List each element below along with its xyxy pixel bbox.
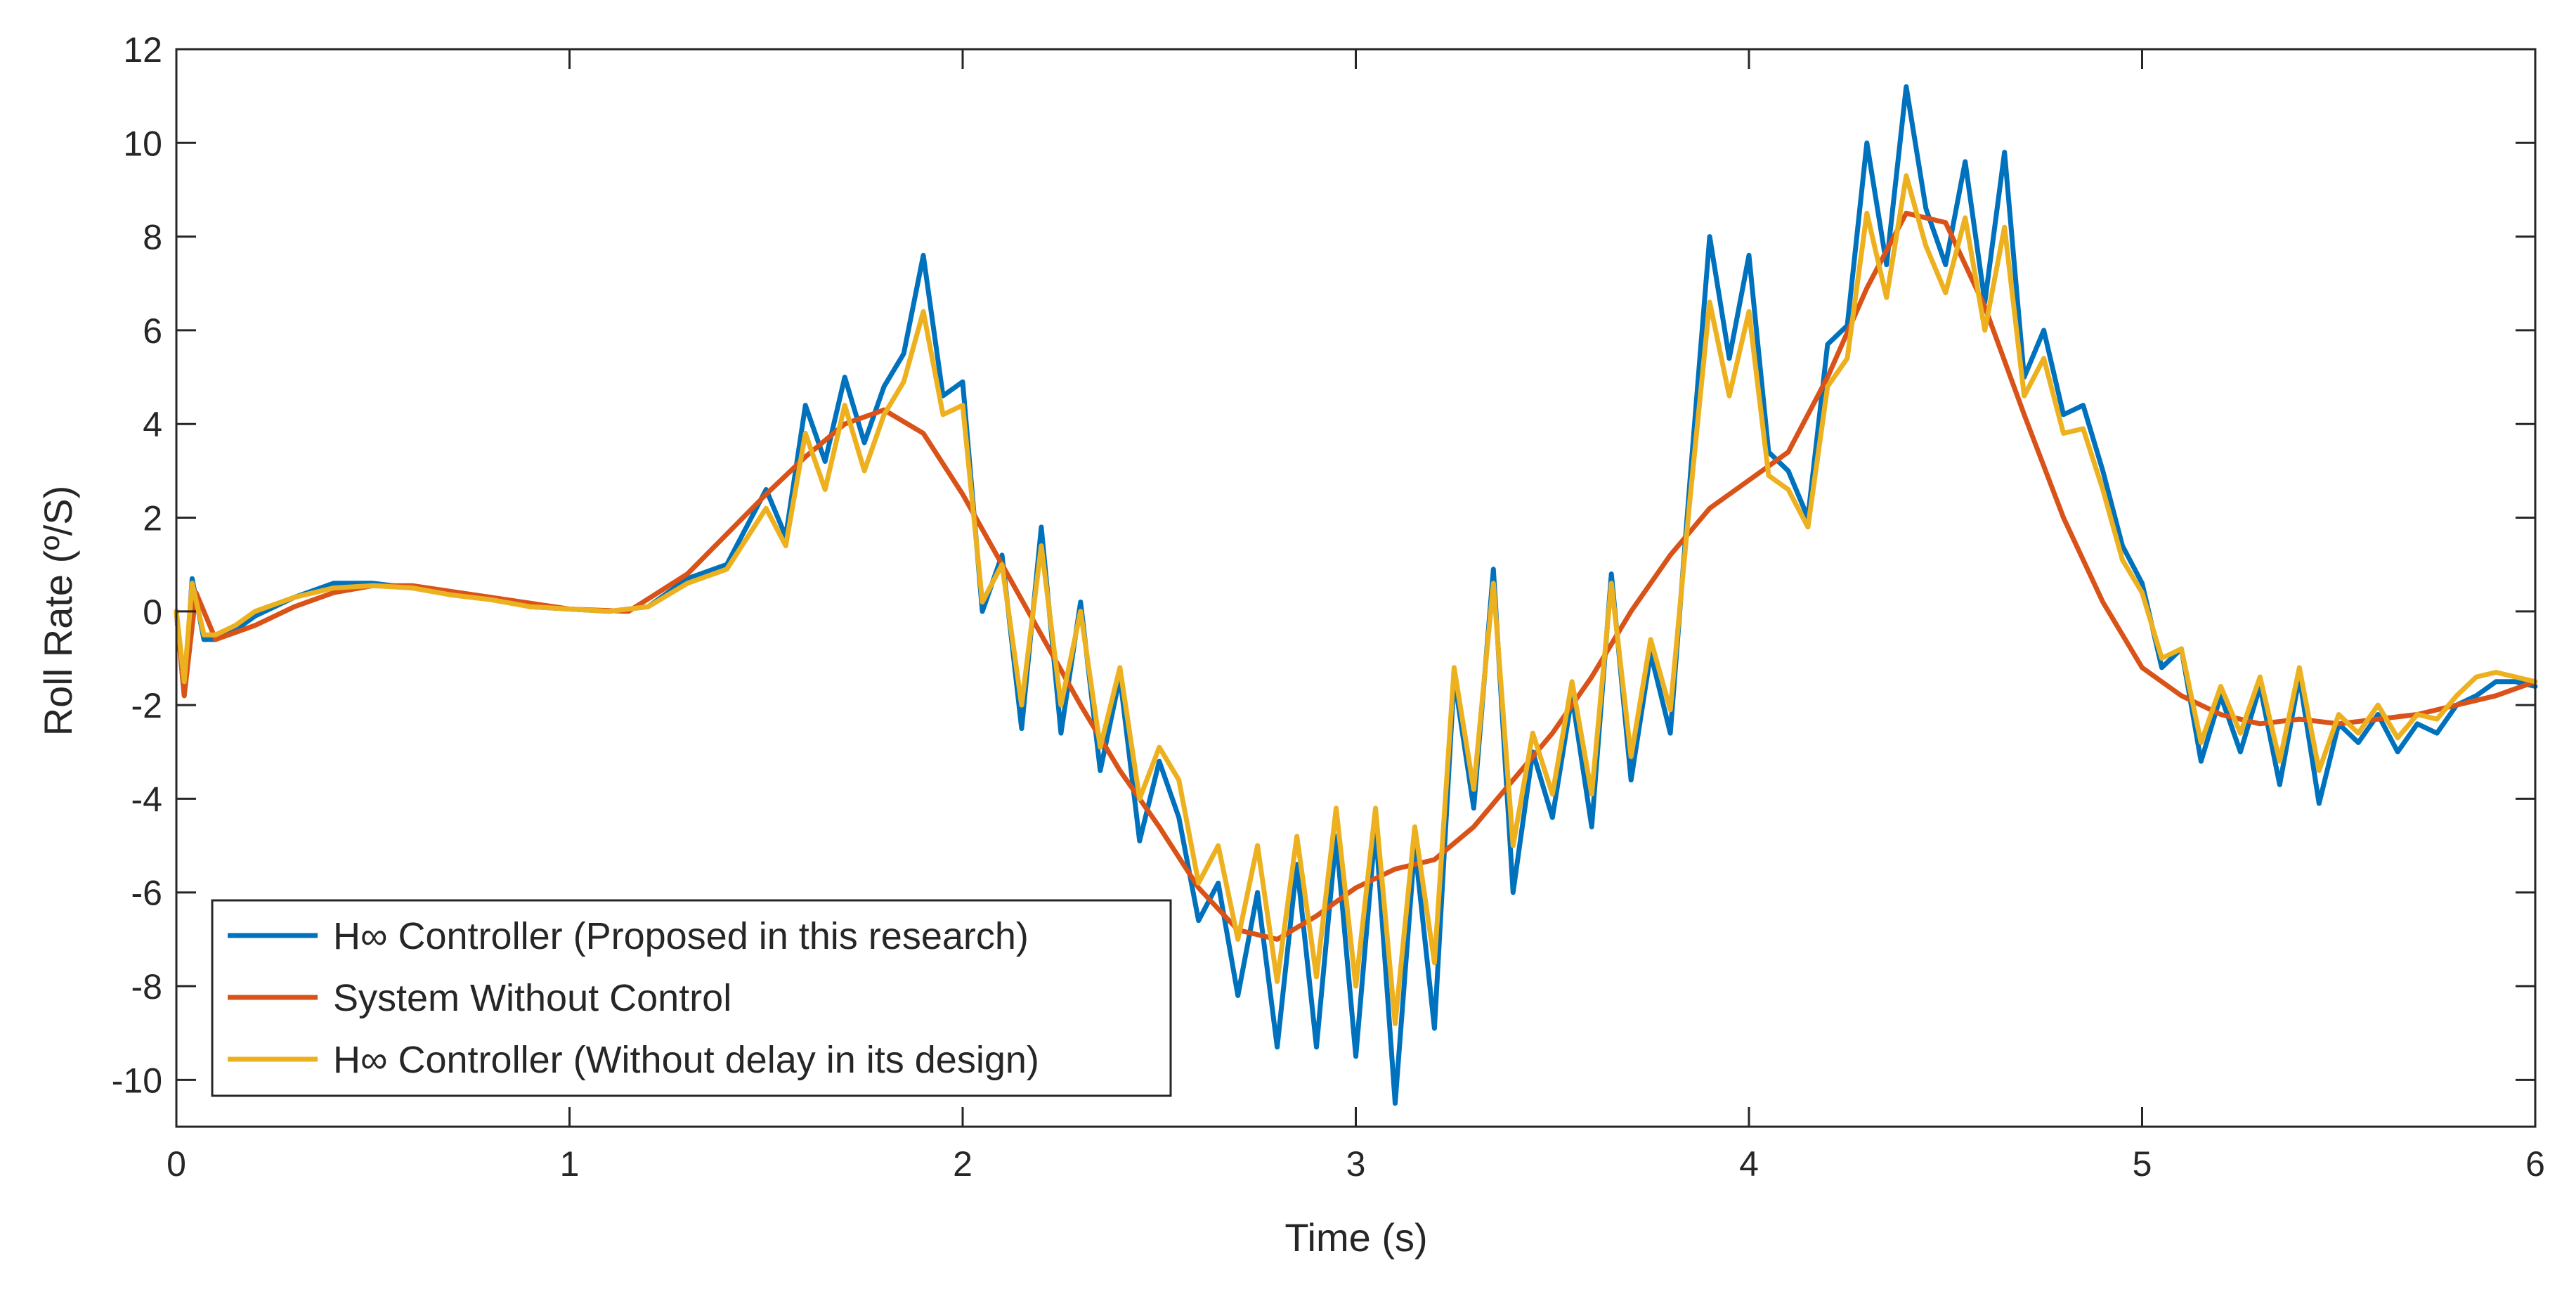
y-tick-label: -10 [112,1061,162,1100]
x-axis-label: Time (s) [1284,1215,1427,1260]
y-tick-label: 12 [123,30,162,70]
y-tick-label: 2 [143,499,162,538]
legend-label-2: System Without Control [333,977,731,1019]
y-tick-label: 6 [143,311,162,351]
y-tick-label: -4 [131,779,162,819]
y-tick-label: 0 [143,593,162,632]
legend-label-1: H∞ Controller (Proposed in this research… [333,915,1029,957]
series-line-3 [174,173,2538,1026]
y-tick-label: -6 [131,874,162,913]
x-tick-label: 0 [167,1144,186,1184]
legend-box [211,899,1172,1097]
y-axis-label: Roll Rate (º/S) [36,486,80,737]
y-tick-label: -8 [131,967,162,1007]
x-tick-label: 2 [953,1144,972,1184]
x-tick-label: 4 [1739,1144,1759,1184]
legend-label-3: H∞ Controller (Without delay in its desi… [333,1039,1039,1081]
legend: H∞ Controller (Proposed in this research… [211,899,1172,1097]
y-tick-label: 4 [143,405,162,444]
y-tick-label: -2 [131,686,162,725]
y-tick-label: 8 [143,218,162,257]
plot-layer [174,84,2538,1106]
y-tick-label: 10 [123,124,162,163]
x-tick-label: 3 [1346,1144,1366,1184]
x-tick-label: 5 [2133,1144,2152,1184]
x-tick-label: 6 [2525,1144,2545,1184]
x-tick-label: 1 [560,1144,580,1184]
